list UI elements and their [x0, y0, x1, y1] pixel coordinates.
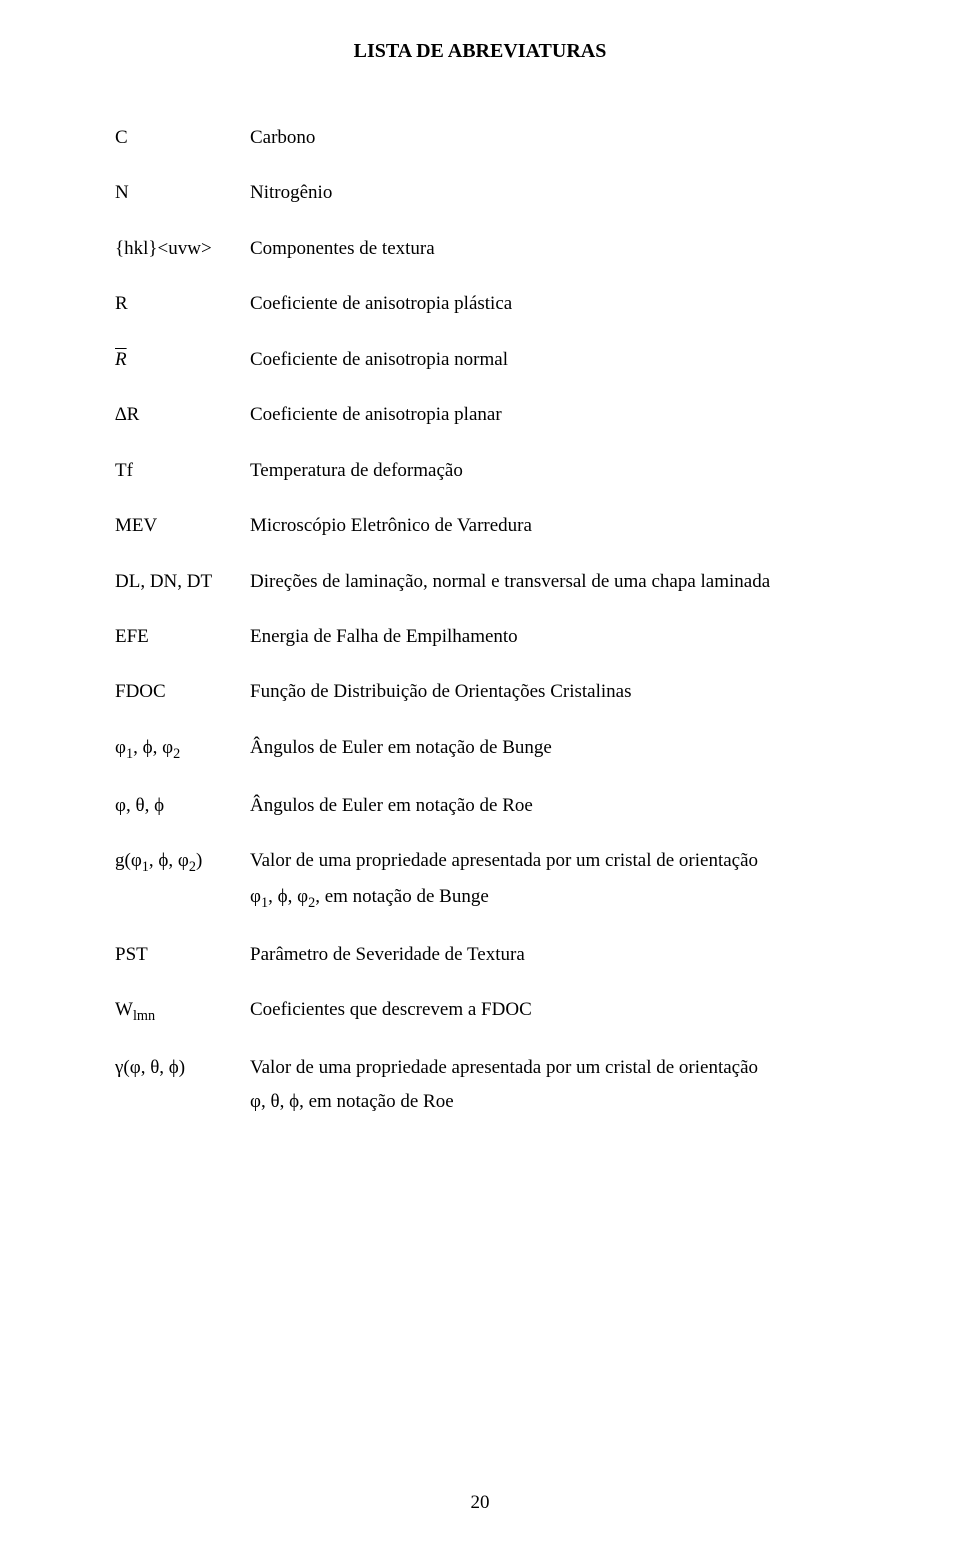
abbrev-definition: Temperatura de deformação: [250, 456, 845, 485]
abbrev-term: R: [115, 345, 250, 374]
abbrev-term: Wlmn: [115, 995, 250, 1027]
abbrev-definition: Carbono: [250, 123, 845, 152]
abbrev-term: DL, DN, DT: [115, 567, 250, 596]
abbrev-definition: Coeficiente de anisotropia planar: [250, 400, 845, 429]
list-item: RCoeficiente de anisotropia plástica: [115, 289, 845, 318]
abbrev-term: {hkl}<uvw>: [115, 234, 250, 263]
list-item: PSTParâmetro de Severidade de Textura: [115, 940, 845, 969]
list-item: RCoeficiente de anisotropia normal: [115, 345, 845, 374]
page-title: LISTA DE ABREVIATURAS: [115, 40, 845, 63]
abbrev-definition: Direções de laminação, normal e transver…: [250, 567, 845, 596]
abbrev-term: FDOC: [115, 677, 250, 706]
list-item: MEVMicroscópio Eletrônico de Varredura: [115, 511, 845, 540]
abbrev-definition: Ângulos de Euler em notação de Roe: [250, 791, 845, 820]
list-item: WlmnCoeficientes que descrevem a FDOC: [115, 995, 845, 1027]
list-item: TfTemperatura de deformação: [115, 456, 845, 485]
abbrev-term: Tf: [115, 456, 250, 485]
abbrev-term: MEV: [115, 511, 250, 540]
list-item: γ(φ, θ, ϕ)Valor de uma propriedade apres…: [115, 1053, 845, 1082]
list-item: NNitrogênio: [115, 178, 845, 207]
abbrev-term: φ1, ϕ, φ2: [115, 733, 250, 765]
abbrev-term: γ(φ, θ, ϕ): [115, 1053, 250, 1082]
abbrev-definition: Valor de uma propriedade apresentada por…: [250, 1053, 845, 1082]
abbrev-term: ∆R: [115, 400, 250, 429]
abbrev-term: C: [115, 123, 250, 152]
abbrev-definition: Nitrogênio: [250, 178, 845, 207]
abbrev-definition: Coeficiente de anisotropia plástica: [250, 289, 845, 318]
list-item: φ1, ϕ, φ2Ângulos de Euler em notação de …: [115, 733, 845, 765]
abbrev-definition: Coeficiente de anisotropia normal: [250, 345, 845, 374]
list-item: EFEEnergia de Falha de Empilhamento: [115, 622, 845, 651]
abbrev-definition: Energia de Falha de Empilhamento: [250, 622, 845, 651]
list-item: FDOCFunção de Distribuição de Orientaçõe…: [115, 677, 845, 706]
list-item: g(φ1, ϕ, φ2)Valor de uma propriedade apr…: [115, 846, 845, 878]
abbrev-term: φ, θ, ϕ: [115, 791, 250, 820]
list-item: φ, θ, ϕÂngulos de Euler em notação de Ro…: [115, 791, 845, 820]
abbrev-definition-cont: φ, θ, ϕ, em notação de Roe: [250, 1087, 845, 1116]
page-number: 20: [0, 1492, 960, 1514]
abbrev-term: g(φ1, ϕ, φ2): [115, 846, 250, 878]
abbrev-definition: Ângulos de Euler em notação de Bunge: [250, 733, 845, 762]
abbrev-term: PST: [115, 940, 250, 969]
abbrev-definition-cont: φ1, ϕ, φ2, em notação de Bunge: [250, 882, 845, 914]
abbrev-term: EFE: [115, 622, 250, 651]
abbrev-definition: Parâmetro de Severidade de Textura: [250, 940, 845, 969]
abbrev-definition: Microscópio Eletrônico de Varredura: [250, 511, 845, 540]
abbreviation-list: CCarbonoNNitrogênio{hkl}<uvw>Componentes…: [115, 123, 845, 1116]
abbrev-term: R: [115, 289, 250, 318]
list-item: CCarbono: [115, 123, 845, 152]
list-item: ∆RCoeficiente de anisotropia planar: [115, 400, 845, 429]
list-item: {hkl}<uvw>Componentes de textura: [115, 234, 845, 263]
abbrev-definition: Coeficientes que descrevem a FDOC: [250, 995, 845, 1024]
abbrev-definition: Componentes de textura: [250, 234, 845, 263]
abbrev-definition: Função de Distribuição de Orientações Cr…: [250, 677, 845, 706]
abbrev-definition: Valor de uma propriedade apresentada por…: [250, 846, 845, 875]
list-item: DL, DN, DTDireções de laminação, normal …: [115, 567, 845, 596]
abbrev-term: N: [115, 178, 250, 207]
